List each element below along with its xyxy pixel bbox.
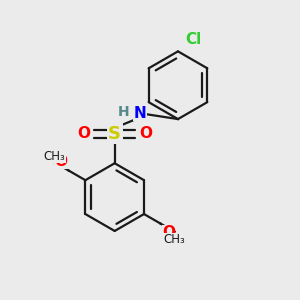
- Text: S: S: [108, 125, 121, 143]
- Text: O: O: [77, 126, 90, 141]
- Text: O: O: [139, 126, 152, 141]
- Text: O: O: [162, 225, 175, 240]
- Text: N: N: [133, 106, 146, 121]
- Text: O: O: [54, 154, 67, 169]
- Text: H: H: [118, 105, 129, 119]
- Text: CH₃: CH₃: [44, 149, 66, 163]
- Text: methoxy: methoxy: [53, 160, 59, 161]
- Text: CH₃: CH₃: [164, 233, 185, 246]
- Text: Cl: Cl: [185, 32, 202, 47]
